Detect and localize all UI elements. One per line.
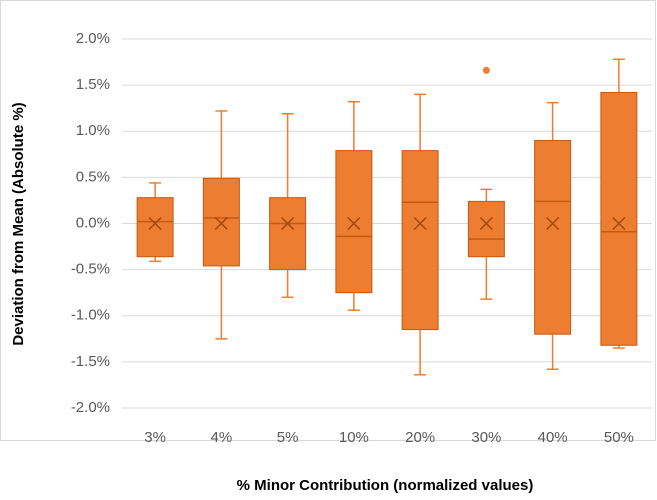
x-tick-label: 40%	[538, 429, 568, 446]
y-tick-label: 1.5%	[76, 76, 110, 93]
mean-marker	[612, 216, 626, 231]
x-tick-label: 20%	[405, 429, 435, 446]
box	[534, 139, 572, 335]
y-tick-label: -0.5%	[71, 261, 110, 278]
y-tick-label: 1.0%	[76, 122, 110, 139]
mean-marker	[214, 216, 228, 231]
y-tick-label: 0.5%	[76, 168, 110, 185]
x-tick-label: 30%	[471, 429, 501, 446]
mean-marker	[281, 216, 295, 231]
box	[269, 197, 307, 271]
x-tick-label: 4%	[211, 429, 233, 446]
box	[600, 92, 638, 346]
box	[467, 200, 505, 258]
x-tick-label: 3%	[144, 429, 166, 446]
box	[136, 197, 174, 258]
box	[202, 177, 240, 267]
box	[401, 150, 439, 331]
x-axis-title: % Minor Contribution (normalized values)	[237, 477, 534, 494]
mean-marker	[347, 216, 361, 231]
x-tick-label: 10%	[339, 429, 369, 446]
y-axis-title: Deviation from Mean (Absolute %)	[10, 102, 27, 345]
y-tick-label: 0.0%	[76, 214, 110, 231]
y-tick-label: 2.0%	[76, 30, 110, 47]
mean-marker	[479, 216, 493, 231]
mean-marker	[546, 216, 560, 231]
x-tick-label: 5%	[277, 429, 299, 446]
box	[335, 150, 373, 294]
y-tick-label: -1.5%	[71, 353, 110, 370]
y-tick-label: -1.0%	[71, 307, 110, 324]
x-tick-label: 50%	[604, 429, 634, 446]
outlier	[482, 66, 490, 74]
mean-marker	[413, 216, 427, 231]
y-tick-label: -2.0%	[71, 399, 110, 416]
mean-marker	[148, 216, 162, 231]
